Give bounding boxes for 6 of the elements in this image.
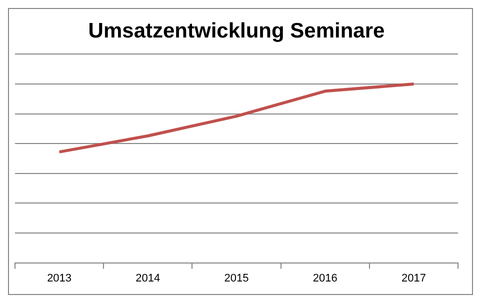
chart-title: Umsatzentwicklung Seminare	[88, 19, 385, 42]
x-tick-label: 2015	[224, 272, 249, 284]
x-tick-label: 2017	[401, 272, 426, 284]
x-tick-label: 2016	[312, 272, 338, 284]
x-tick-label: 2014	[136, 272, 160, 284]
x-tick-label: 2013	[47, 272, 72, 284]
